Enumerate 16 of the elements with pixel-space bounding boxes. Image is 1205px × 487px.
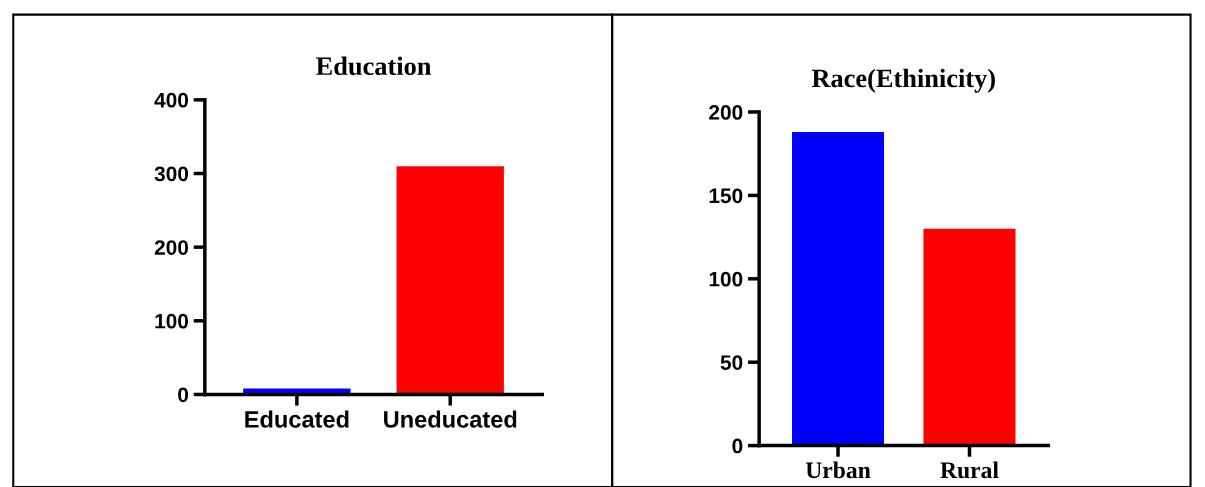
y-tick-label: 0	[732, 438, 743, 454]
y-tick-label: 0	[178, 387, 189, 403]
y-tick-label: 200	[154, 240, 189, 255]
x-tick-label: Rural	[940, 461, 999, 479]
y-tick-label: 50	[720, 355, 743, 370]
x-tick-label: Uneducated	[384, 410, 517, 428]
y-tick-label: 400	[154, 92, 189, 108]
y-tick-label: 150	[709, 188, 743, 204]
y-tick-label: 200	[709, 105, 743, 120]
x-tick-label: Educated	[245, 410, 349, 428]
y-tick-label: 100	[709, 271, 743, 287]
y-tick-label: 300	[154, 166, 189, 182]
chart-title: Education	[316, 56, 432, 76]
x-tick-label: Urban	[805, 461, 871, 479]
y-tick-label: 100	[155, 313, 189, 329]
chart-title: Race(Ethinicity)	[811, 68, 995, 93]
